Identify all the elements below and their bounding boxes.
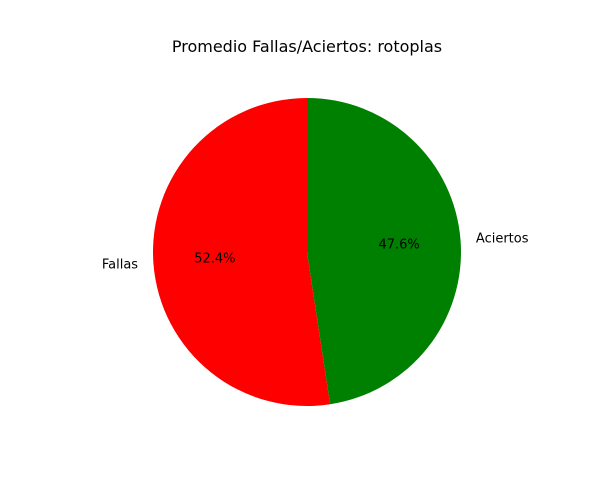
percent-label-aciertos: 47.6%: [378, 238, 419, 253]
pie-labels: Fallas 52.4% Aciertos 47.6%: [102, 232, 529, 273]
percent-label-fallas: 52.4%: [194, 251, 235, 266]
category-label-aciertos: Aciertos: [476, 232, 529, 247]
category-label-fallas: Fallas: [102, 257, 138, 272]
pie-slices: [153, 98, 462, 406]
pie-slice-aciertos: [307, 98, 462, 405]
chart-title: Promedio Fallas/Aciertos: rotoplas: [172, 37, 442, 56]
pie-slice-fallas: [153, 98, 331, 406]
